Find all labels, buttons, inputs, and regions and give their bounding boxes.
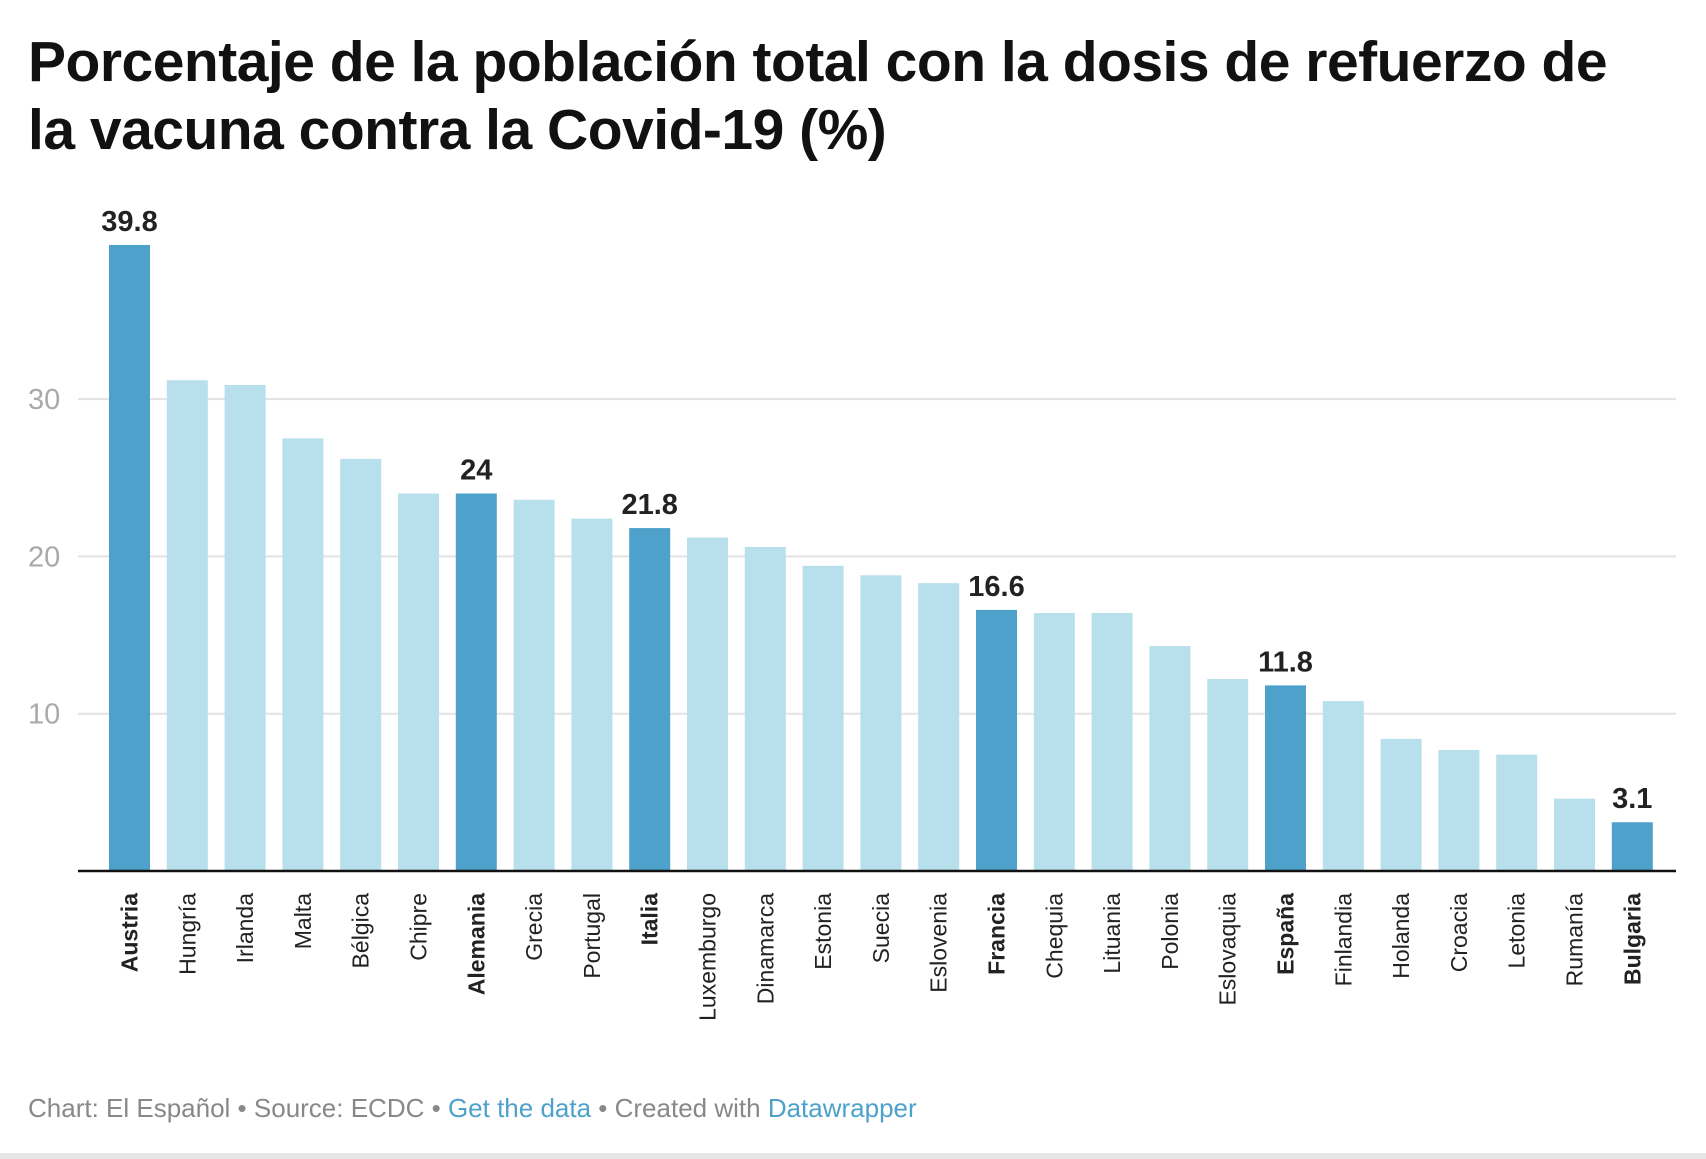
bar-holanda [1380, 738, 1422, 871]
x-tick-label: Polonia [1157, 893, 1183, 970]
x-tick-label: Eslovaquia [1215, 893, 1241, 1006]
bar-italia [629, 528, 671, 871]
x-tick-label: Estonia [810, 893, 836, 970]
bar-chequia [1033, 613, 1075, 871]
data-label: 11.8 [1258, 646, 1313, 678]
x-tick-label: Francia [984, 893, 1010, 975]
x-tick-label: Bulgaria [1619, 893, 1645, 985]
x-tick-label: Austria [117, 893, 143, 972]
x-tick-label: Grecia [521, 893, 547, 961]
x-tick-label: Finlandia [1330, 893, 1356, 987]
bar-estonia [802, 565, 844, 871]
x-tick-label: Chequia [1041, 893, 1067, 979]
bar-letonia [1496, 754, 1538, 871]
y-tick-label: 20 [28, 541, 60, 573]
x-tick-label: Holanda [1388, 893, 1414, 979]
source-text: Source: ECDC [253, 1093, 425, 1123]
bar-chipre [398, 493, 439, 871]
bar-bulgaria [1611, 822, 1653, 871]
x-tick-label: Croacia [1446, 893, 1472, 972]
x-tick-label: Eslovenia [926, 893, 952, 993]
x-tick-label: Portugal [579, 893, 605, 979]
x-tick-label: Suecia [868, 893, 894, 964]
bar-austria [109, 244, 150, 872]
x-tick-label: Lituania [1099, 893, 1125, 974]
bottom-border [0, 1153, 1706, 1159]
data-label: 21.8 [621, 489, 677, 521]
bar-eslovenia [918, 583, 960, 871]
bar-dinamarca [744, 546, 786, 871]
bar-irlanda [224, 384, 266, 871]
separator: • [424, 1093, 448, 1123]
bar-croacia [1438, 749, 1480, 871]
x-tick-label: Alemania [463, 893, 489, 995]
get-the-data-link[interactable]: Get the data [447, 1093, 592, 1123]
x-tick-label: Luxemburgo [695, 893, 721, 1021]
bar-polonia [1149, 646, 1191, 871]
bar-alemania [455, 493, 497, 871]
data-label: 16.6 [968, 571, 1024, 603]
x-tick-label: Malta [290, 893, 316, 949]
x-tick-label: Irlanda [232, 893, 258, 964]
bar-rumanía [1554, 798, 1595, 871]
bar-lituania [1091, 613, 1133, 871]
bar-francia [976, 609, 1017, 871]
datawrapper-link[interactable]: Datawrapper [767, 1093, 917, 1123]
bar-hungría [166, 380, 208, 871]
bar-finlandia [1322, 701, 1364, 871]
bar-eslovaquia [1207, 679, 1249, 871]
separator: • [591, 1093, 615, 1123]
bar-suecia [860, 575, 902, 871]
x-tick-label: Chipre [406, 893, 432, 961]
bar-portugal [571, 518, 613, 871]
chart-title: Porcentaje de la población total con la … [28, 30, 1608, 162]
separator: • [230, 1093, 254, 1123]
data-label: 39.8 [101, 206, 157, 238]
bar-luxemburgo [687, 537, 728, 871]
y-tick-label: 30 [28, 384, 60, 416]
created-with-text: Created with [614, 1093, 768, 1123]
bar-bélgica [340, 458, 382, 871]
bar-grecia [513, 499, 555, 871]
bar-chart: 10 20 30 Austria 39.8 Hungría Irlanda Malta Bélg… [28, 206, 1676, 1021]
credit-text: Chart: El Español [28, 1093, 231, 1123]
x-tick-label: Dinamarca [752, 893, 778, 1004]
chart-footer: Chart: El Español • Source: ECDC • Get t… [28, 1093, 917, 1124]
y-tick-label: 10 [28, 699, 60, 731]
data-label: 24 [460, 454, 492, 486]
data-label: 3.1 [1612, 783, 1652, 815]
x-tick-label: Hungría [174, 893, 200, 975]
x-tick-label: Rumanía [1562, 893, 1588, 987]
bar-españa [1265, 685, 1306, 871]
x-tick-label: Letonia [1504, 893, 1530, 969]
x-tick-label: Bélgica [348, 893, 374, 969]
x-tick-label: Italia [637, 893, 663, 946]
bar-malta [282, 438, 324, 871]
x-tick-label: España [1273, 893, 1299, 975]
